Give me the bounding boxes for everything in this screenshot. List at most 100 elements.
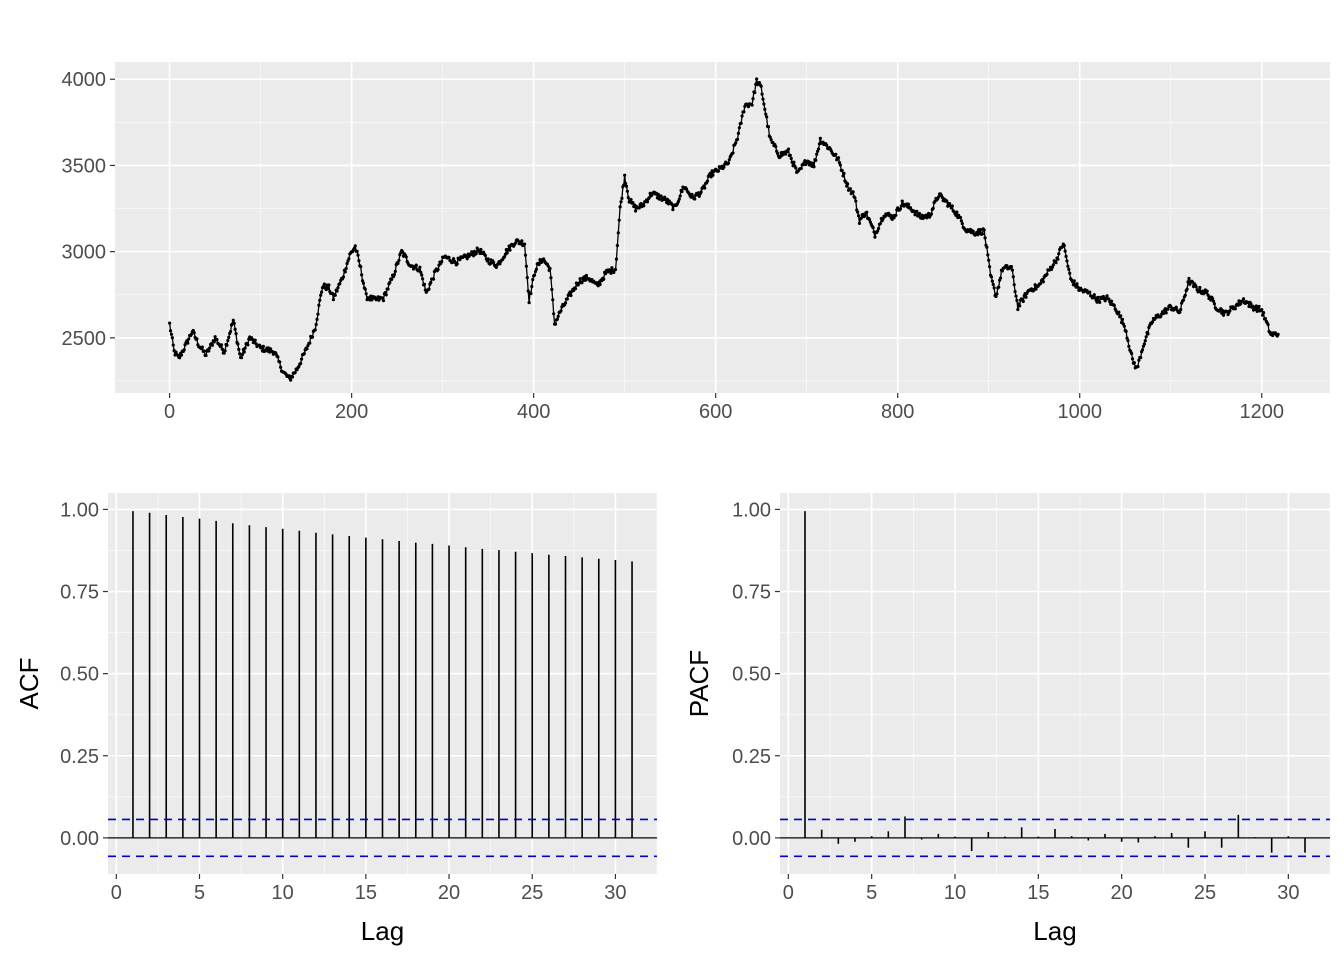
data-point (233, 327, 237, 332)
data-point (549, 276, 553, 280)
data-point (907, 202, 911, 206)
data-point (794, 166, 798, 170)
data-point (995, 292, 999, 296)
data-point (980, 232, 984, 236)
data-point (580, 281, 584, 285)
data-point (759, 84, 763, 88)
data-point (523, 253, 528, 257)
x-tick-label: 0 (783, 882, 794, 904)
data-point (1101, 294, 1105, 299)
data-point (475, 246, 479, 250)
data-point (1166, 307, 1170, 311)
data-point (955, 210, 959, 214)
data-point (422, 282, 427, 286)
data-point (261, 344, 265, 348)
data-point (1255, 309, 1259, 314)
data-point (208, 346, 212, 350)
data-point (169, 332, 174, 336)
data-point (775, 151, 780, 156)
data-point (838, 163, 842, 167)
data-point (1011, 275, 1015, 279)
data-point (170, 336, 174, 340)
data-point (318, 298, 322, 302)
x-tick-label: 25 (521, 882, 543, 904)
data-point (1186, 280, 1190, 284)
data-point (538, 258, 542, 262)
data-point (736, 131, 741, 135)
data-point (1122, 324, 1126, 328)
data-point (629, 197, 633, 202)
data-point (212, 340, 216, 344)
y-tick-label: 4000 (62, 69, 107, 91)
x-tick-label: 10 (272, 882, 294, 904)
data-point (551, 298, 555, 302)
data-point (171, 343, 175, 347)
data-point (225, 343, 229, 347)
data-point (527, 300, 531, 305)
data-point (610, 266, 614, 270)
data-point (631, 200, 635, 205)
data-point (223, 349, 227, 353)
data-point (1056, 257, 1060, 261)
data-point (750, 103, 754, 107)
data-point (1247, 304, 1251, 309)
data-point (983, 236, 987, 240)
data-point (525, 275, 529, 280)
data-point (386, 287, 390, 291)
data-point (1178, 310, 1182, 314)
data-point (1127, 344, 1131, 348)
data-point (1005, 264, 1009, 268)
x-tick-label: 600 (699, 401, 732, 423)
data-point (384, 293, 388, 297)
y-tick-label: 0.25 (732, 746, 771, 768)
data-point (1009, 265, 1014, 269)
data-point (421, 277, 425, 281)
data-point (364, 292, 368, 296)
data-point (465, 257, 469, 261)
data-point (1181, 298, 1186, 302)
data-point (529, 291, 533, 296)
data-point (740, 114, 744, 118)
data-point (431, 277, 436, 281)
data-point (1254, 304, 1258, 308)
data-point (187, 337, 191, 341)
panel-2: 0 5 10 15 20 25 30 0.00 0.25 0.50 0.75 1.00 Lag ACF (14, 493, 658, 946)
data-point (436, 267, 440, 272)
data-point (859, 216, 863, 220)
x-tick-label: 30 (604, 882, 626, 904)
data-point (319, 293, 323, 297)
data-point (569, 293, 573, 298)
data-point (1233, 307, 1237, 311)
data-point (1117, 310, 1121, 314)
data-point (825, 143, 829, 147)
data-point (1034, 287, 1038, 291)
data-point (195, 337, 199, 341)
y-tick-label: 0.75 (732, 582, 771, 604)
data-point (335, 289, 339, 293)
data-point (937, 195, 941, 199)
data-point (994, 294, 998, 299)
data-point (419, 270, 423, 274)
data-point (742, 110, 746, 114)
data-point (997, 285, 1001, 289)
data-point (1126, 338, 1130, 343)
data-point (746, 105, 751, 109)
data-point (451, 257, 456, 261)
data-point (799, 166, 803, 170)
data-point (633, 209, 638, 213)
data-point (392, 272, 396, 277)
data-point (755, 77, 759, 81)
data-point (716, 169, 721, 173)
data-point (420, 273, 424, 277)
data-point (417, 268, 421, 272)
data-point (1015, 298, 1019, 302)
data-point (645, 200, 650, 204)
data-point (310, 335, 315, 339)
data-point (418, 265, 422, 269)
data-point (671, 208, 675, 212)
data-point (550, 287, 554, 292)
data-point (1228, 309, 1232, 313)
data-point (1257, 304, 1261, 309)
data-point (204, 353, 208, 358)
data-point (522, 242, 527, 246)
